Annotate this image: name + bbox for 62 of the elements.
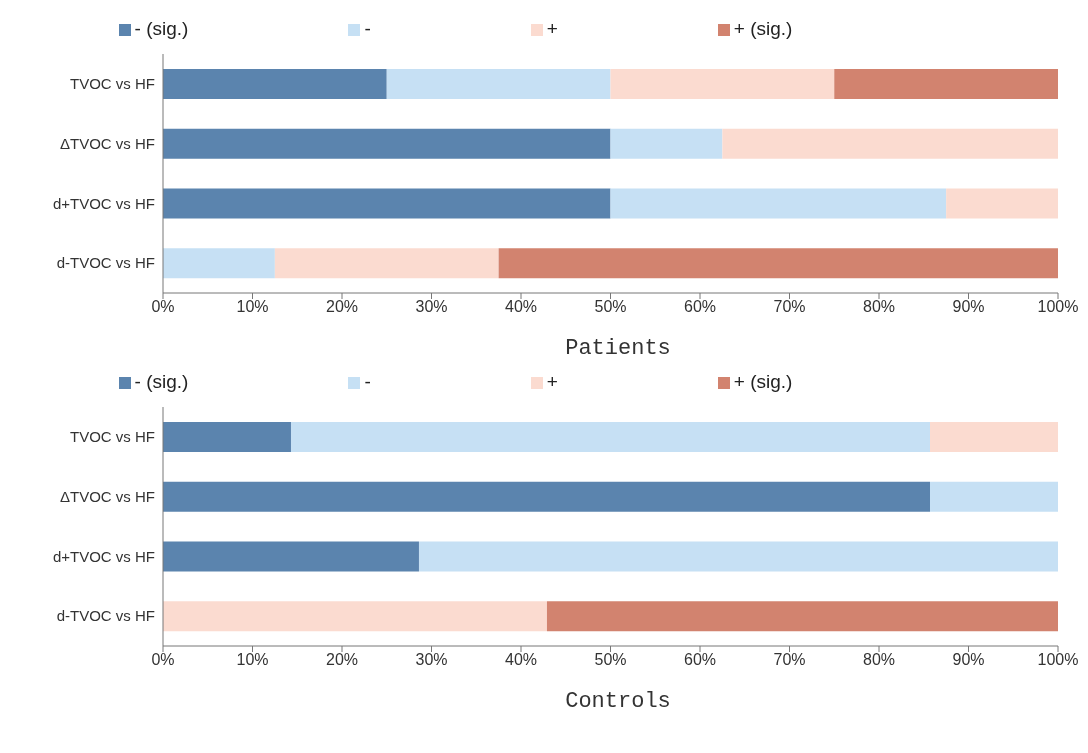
x-tick-label: 20% [325, 651, 359, 669]
y-tick-label: TVOC vs HF [70, 428, 155, 446]
legend-label: + [546, 371, 558, 392]
bar [610, 69, 835, 99]
y-tick-label: TVOC vs HF [70, 75, 155, 93]
bar [163, 481, 931, 512]
x-tick-label: 0% [151, 651, 175, 669]
x-tick-label: 100% [1037, 298, 1079, 316]
legend-label: - [364, 371, 371, 392]
legend-label: + (sig.) [733, 18, 793, 39]
x-tick-label: 0% [151, 298, 175, 316]
bar [163, 422, 291, 452]
x-tick-label: 60% [683, 651, 717, 669]
bar [163, 128, 611, 159]
x-tick-label: 80% [862, 298, 896, 316]
bar [163, 541, 419, 572]
bar [386, 69, 611, 99]
x-tick-label: 100% [1037, 651, 1079, 669]
bar [290, 422, 931, 452]
x-tick-label: 10% [236, 298, 269, 316]
bar [610, 188, 947, 219]
x-tick-label: 40% [504, 298, 538, 316]
legend-label: - (sig.) [134, 371, 189, 392]
y-tick-label: ΔTVOC vs HF [59, 134, 155, 152]
x-axis-title: Controls [564, 689, 672, 714]
legend-label: + [546, 18, 558, 39]
x-tick-label: 30% [415, 298, 448, 316]
x-tick-label: 60% [683, 298, 717, 316]
y-tick-label: d+TVOC vs HF [52, 547, 155, 565]
bar [930, 481, 1058, 512]
bar [930, 422, 1058, 452]
bar [610, 128, 723, 159]
x-tick-label: 80% [862, 651, 896, 669]
y-tick-label: ΔTVOC vs HF [59, 487, 155, 505]
bar [163, 248, 275, 279]
legend-label: - [364, 18, 371, 39]
bar [163, 69, 387, 99]
x-tick-label: 50% [594, 298, 627, 316]
x-tick-label: 10% [236, 651, 269, 669]
x-axis-title: Patients [564, 336, 672, 361]
bar [163, 188, 611, 219]
y-tick-label: d-TVOC vs HF [56, 254, 155, 272]
x-tick-label: 20% [325, 298, 359, 316]
x-tick-label: 70% [773, 651, 806, 669]
x-tick-label: 70% [773, 298, 806, 316]
x-tick-label: 90% [952, 651, 985, 669]
bar [274, 248, 499, 279]
bar [418, 541, 1058, 572]
bar [546, 601, 1058, 632]
y-tick-label: d+TVOC vs HF [52, 194, 155, 212]
legend-label: - (sig.) [134, 18, 189, 39]
x-tick-label: 30% [415, 651, 448, 669]
bar [946, 188, 1058, 219]
x-tick-label: 90% [952, 298, 985, 316]
y-tick-label: d-TVOC vs HF [56, 607, 155, 625]
bar [722, 128, 1058, 159]
bar [834, 69, 1058, 99]
bar [498, 248, 1058, 279]
x-tick-label: 40% [504, 651, 538, 669]
bar [163, 601, 547, 632]
legend-label: + (sig.) [733, 371, 793, 392]
x-tick-label: 50% [594, 651, 627, 669]
